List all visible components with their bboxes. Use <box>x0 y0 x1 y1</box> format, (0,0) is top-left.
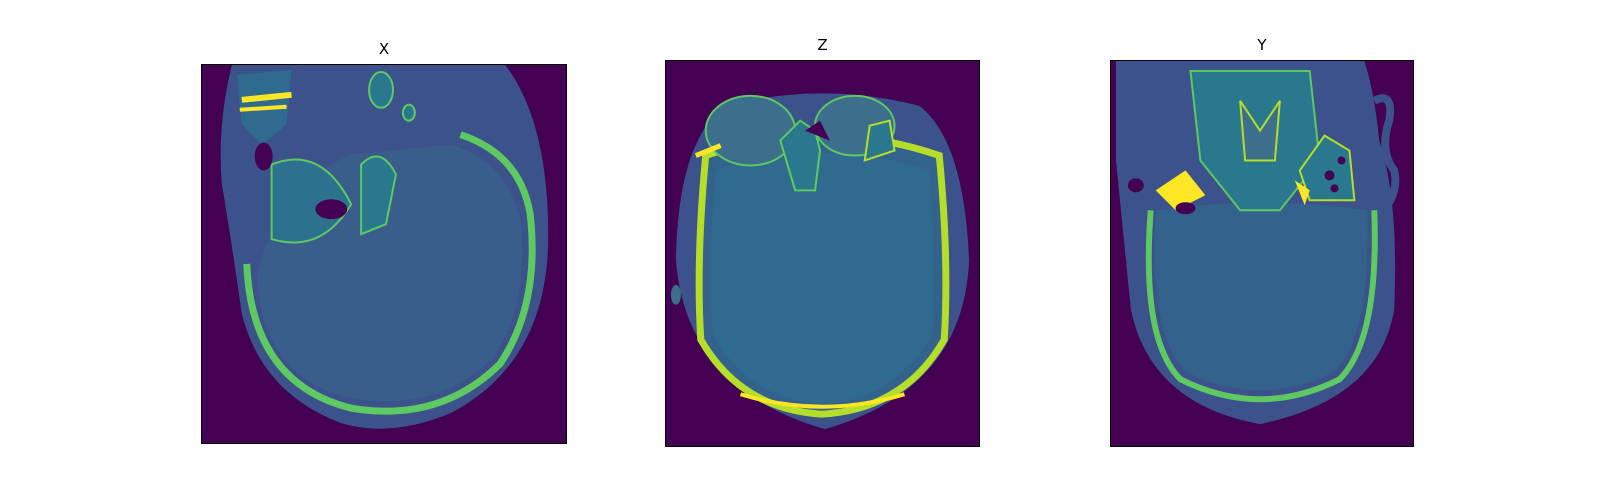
panel-title-x: X <box>378 40 390 58</box>
panel-title-y: Y <box>1257 36 1267 54</box>
panel-title-z: Z <box>817 36 828 54</box>
panel-x: X <box>201 40 567 444</box>
ct-slice-z-image <box>665 60 980 447</box>
ct-slice-x-image <box>201 64 567 444</box>
panel-y: Y <box>1110 36 1414 447</box>
panel-z: Z <box>665 36 980 447</box>
ct-slice-y-image <box>1110 60 1414 447</box>
